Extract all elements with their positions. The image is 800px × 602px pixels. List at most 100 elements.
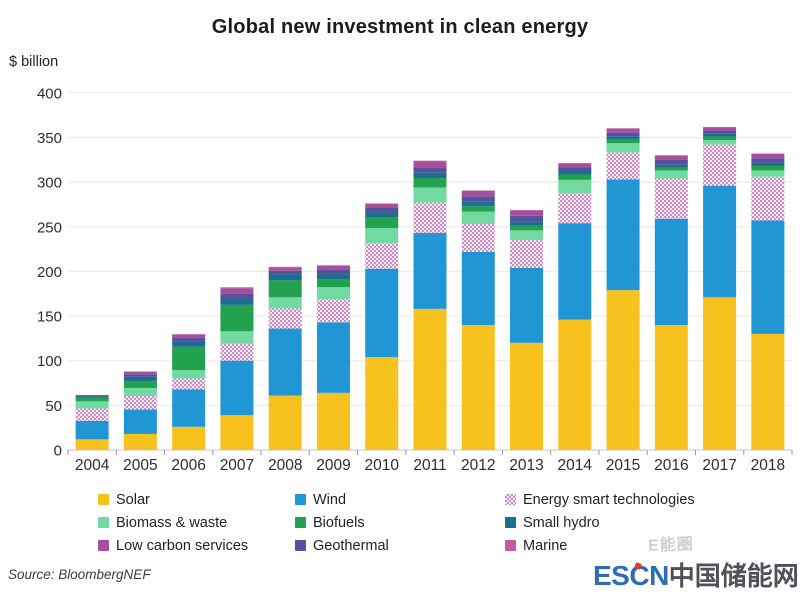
bar-segment [703,127,737,132]
legend-swatch-icon [98,517,109,528]
bar-segment [654,155,688,160]
bar-segment [558,179,592,194]
bar-segment [172,389,206,427]
legend-swatch-icon [98,494,109,505]
stacked-bar-chart: 0 50 100 150 200 250 300 350 400 2004 2005 2006 2007… [37,85,793,474]
bar-segment [703,131,737,134]
bar-segment [558,167,592,171]
y-tick-label: 250 [37,219,62,236]
bar-segment [365,243,399,269]
bar-segment [558,319,592,450]
bar-segment [123,433,157,450]
bar-segment [365,228,399,244]
logo-chinese-text: 中国储能网 [668,561,799,591]
x-tick-label: 2005 [123,457,157,474]
x-tick-label: 2007 [220,457,254,474]
bar-segment [413,233,447,309]
bar-segment [220,343,254,361]
legend-swatch-icon [505,517,516,528]
bar-segment [75,401,109,409]
bar-segment [365,268,399,358]
bar-segment [172,334,206,338]
bar-segment [268,328,302,396]
bar-segment [703,185,737,298]
bar-segment [703,297,737,450]
bar-segment [606,128,640,133]
y-axis-unit-label: $ billion [9,54,59,70]
x-tick-label: 2011 [413,457,446,474]
logo-escn-text: ESCN [593,560,669,591]
bar-segment [606,132,640,137]
bar-segment [220,299,254,305]
bar-segment [268,280,302,298]
bar-segment [654,218,688,325]
bar-segment [751,176,785,221]
legend-label: Small hydro [523,514,600,531]
bar-segment [220,304,254,332]
y-tick-label: 300 [37,175,62,192]
bar-segment [123,371,157,375]
bar-segment [220,287,254,289]
bar-segment [172,334,206,335]
bar-segment [510,221,544,226]
legend-label: Low carbon services [116,537,249,554]
bar-segment [654,324,688,450]
legend-item: Biomass & waste [98,515,295,531]
bar-segment [654,159,688,165]
bar-segment [316,392,350,450]
bar-segment [510,230,544,241]
x-tick-label: 2018 [751,457,785,474]
legend-label: Wind [313,491,347,508]
bar-segment [461,201,495,207]
bar-segment [558,223,592,320]
bar-segment [606,139,640,144]
bar-segment [510,342,544,450]
bar-segment [703,140,737,145]
legend-label: Marine [523,537,568,554]
x-tick-label: 2004 [75,457,110,474]
bar-segment [751,170,785,177]
x-tick-label: 2009 [316,457,350,474]
x-tick-label: 2008 [268,457,302,474]
x-tick-label: 2010 [364,457,399,474]
bar-segment [172,337,206,342]
bar-segment [220,288,254,294]
bar-segment [75,439,109,450]
bar-segment [365,357,399,450]
bar-segment [268,297,302,309]
bar-segment [461,324,495,450]
bar-segment [268,308,302,329]
bar-segment [75,395,109,397]
bar-segment [510,215,544,222]
bar-segment [461,190,495,197]
bar-segment [316,322,350,393]
bar-segment [268,267,302,271]
bar-segment [606,152,640,180]
bar-segment [172,378,206,390]
legend-label: Solar [116,491,150,508]
bar-segment [558,170,592,175]
x-tick-label: 2014 [558,457,593,474]
legend-item: Energy smart technologies [505,492,760,508]
legend-label: Biofuels [313,514,365,531]
bar-segment [751,158,785,163]
legend-item: Solar [98,492,295,508]
bar-segment [703,144,737,186]
legend-label: Geothermal [313,537,389,554]
bar-segment [558,193,592,224]
bar-segment [654,167,688,171]
bar-segment [461,211,495,225]
bar-segment [123,380,157,388]
y-tick-label: 50 [45,398,62,415]
bar-segment [75,420,109,440]
y-tick-label: 350 [37,130,62,147]
bar-segment [461,224,495,252]
y-tick-label: 400 [37,85,62,102]
bar-segment [123,409,157,434]
bar-segment [220,415,254,450]
x-tick-label: 2013 [509,457,543,474]
bar-segment [123,395,157,410]
x-tick-label: 2017 [702,457,736,474]
legend-swatch-icon [98,540,109,551]
